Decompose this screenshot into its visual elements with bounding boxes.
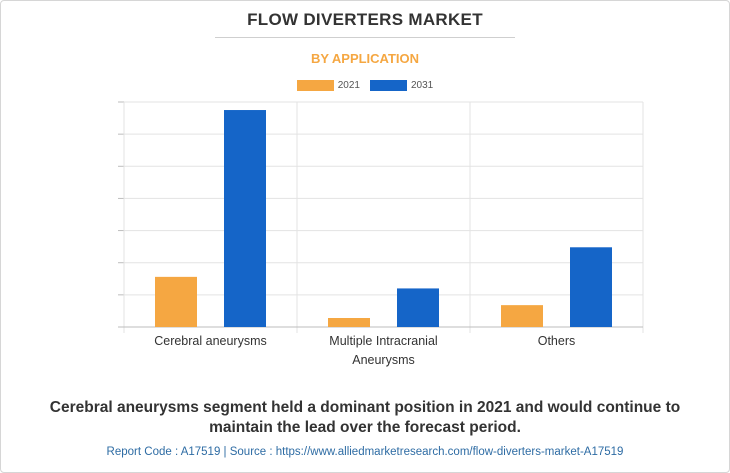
legend-swatch-2021 <box>296 80 334 91</box>
legend-item-2021[interactable]: 2021 <box>296 80 360 91</box>
x-tick-label: Others <box>538 334 576 348</box>
bar-2021-2 <box>501 305 543 327</box>
title-divider <box>215 37 515 38</box>
chart-subtitle: BY APPLICATION <box>310 51 420 66</box>
x-tick-label: Cerebral aneurysms <box>154 334 267 348</box>
legend-swatch-2031 <box>370 80 407 91</box>
x-tick-label: Aneurysms <box>352 353 415 367</box>
bar-2021-1 <box>328 318 370 327</box>
chart-title: FLOW DIVERTERS MARKET <box>247 10 483 29</box>
legend: 2021 2031 <box>0 80 730 91</box>
legend-label-2021: 2021 <box>337 80 360 91</box>
legend-item-2031[interactable]: 2031 <box>370 80 433 91</box>
bar-2021-0 <box>155 276 197 327</box>
bar-2031-2 <box>570 247 612 327</box>
x-tick-label: Multiple Intracranial <box>329 334 437 348</box>
report-footer[interactable]: Report Code : A17519 | Source : https://… <box>106 446 624 458</box>
bar-2031-0 <box>224 110 266 328</box>
chart-caption: Cerebral aneurysms segment held a domina… <box>49 399 681 436</box>
legend-label-2031: 2031 <box>411 80 434 91</box>
bar-2031-1 <box>397 288 439 327</box>
bar-chart: Cerebral aneurysms Multiple Intracranial A… <box>118 101 644 367</box>
